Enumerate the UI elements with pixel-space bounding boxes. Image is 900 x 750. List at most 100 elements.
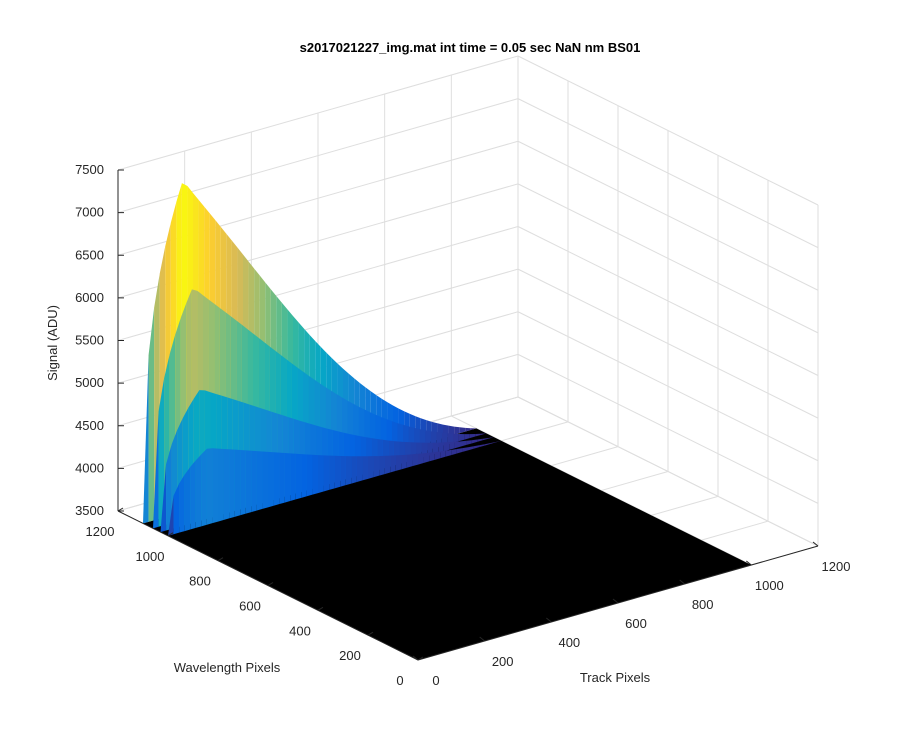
x-axis-label: Track Pixels [580, 670, 651, 685]
y-tick-mark [217, 557, 224, 562]
surface-ridge-segment [475, 433, 481, 437]
surface-ridge-segment [482, 437, 489, 441]
surface-ridge-segment [471, 439, 478, 444]
surface-ridge-segment [454, 441, 461, 449]
surface-ridge-segment [459, 427, 466, 434]
z-tick-label: 4000 [75, 460, 104, 475]
surface-ridge-segment [440, 450, 446, 459]
surface-ridge-segment [401, 454, 407, 470]
surface-ridge-segment [462, 447, 468, 452]
surface-ridge-segment [412, 453, 418, 467]
surface-ridge-segment [179, 474, 185, 533]
surface-ridge-segment [334, 455, 341, 489]
surface-ridge-segment [438, 442, 444, 453]
surface-ridge-segment [201, 448, 207, 527]
x-tick-label: 200 [492, 654, 514, 669]
surface-ridge-segment [495, 440, 502, 443]
surface-ridge-segment [470, 428, 477, 430]
surface-ridge-segment [168, 495, 174, 536]
z-tick-label: 7500 [75, 162, 104, 177]
surface-ridge-segment [445, 449, 452, 457]
surface-ridge-segment [418, 453, 424, 465]
surface-ridge-segment [284, 453, 291, 503]
x-tick-mark [479, 636, 485, 642]
x-tick-mark [412, 655, 419, 661]
y-tick-label: 200 [339, 648, 361, 663]
surface-ridge-segment [454, 426, 460, 435]
grid-line-wall-z2 [517, 396, 819, 547]
surface-ridge-segment [384, 455, 391, 475]
surface-ridge-segment [153, 411, 159, 529]
tick-labels: 0 200 400 600 800 1000 1200 0 200 400 600 800 1000 12… [75, 162, 850, 688]
surface-ridge-segment [279, 452, 285, 505]
surface-ridge-segment [490, 442, 496, 444]
surface-ridge-segment [273, 452, 280, 506]
surface-ridge-segment [447, 433, 453, 445]
surface-ridge-segment [190, 460, 196, 530]
surface-ridge-segment [477, 438, 483, 442]
y-axis-label: Wavelength Pixels [174, 660, 281, 675]
surface-ridge-segment [443, 442, 450, 452]
surface-ridge-segment [356, 456, 363, 482]
z-tick-label: 5500 [75, 333, 104, 348]
grid-line-wall-z2 [517, 183, 819, 334]
surface-ridge-segment [390, 455, 396, 473]
surface-ridge-segment [429, 452, 435, 462]
surface-ridge-segment [251, 450, 257, 513]
x-tick-label: 1000 [755, 578, 784, 593]
y-tick-mark [167, 532, 174, 537]
surface-ridge-segment [423, 452, 430, 463]
surface-ridge-segment [368, 456, 374, 479]
surface-ridge-segment [206, 448, 213, 525]
x-tick-mark [546, 617, 552, 623]
y-tick-label: 600 [239, 599, 261, 614]
surface-ridge-segment [488, 437, 494, 439]
surface-ridge-segment [451, 449, 457, 456]
surface-ridge-segment [340, 455, 346, 487]
surface-ridge-segment [469, 433, 476, 439]
x-tick-label: 800 [692, 597, 714, 612]
grid-line-wall-z1 [117, 55, 519, 171]
axes [117, 169, 819, 661]
surface-ridge-segment [262, 451, 268, 509]
z-tick-label: 7000 [75, 205, 104, 220]
chart-title: s2017021227_img.mat int time = 0.05 sec … [300, 40, 641, 55]
surface-ridge-segment [173, 483, 180, 535]
surface-ridge-segment [184, 467, 191, 532]
y-tick-label: 1200 [86, 524, 115, 539]
x-tick-label: 0 [432, 673, 439, 688]
surface-ridge-segment [143, 355, 149, 524]
surface-ridge-segment [479, 444, 485, 448]
grid-line-wall-z2 [517, 140, 819, 291]
grid-line-wall-z2 [517, 226, 819, 376]
surface-ridge-segment [456, 448, 463, 454]
x-tick-mark [746, 560, 752, 566]
grid-line-wall-z2 [517, 268, 819, 419]
grid-line-wall-z2 [517, 311, 819, 462]
grid-line-wall-z2 [517, 98, 819, 249]
surface-ridge-segment [240, 449, 246, 516]
y-tick-label: 400 [289, 623, 311, 638]
surface-ridge-segment [464, 434, 470, 440]
surface-ridge-segment [432, 442, 439, 455]
surface-ridge-segment [295, 453, 302, 500]
surface-ridge-segment [212, 448, 218, 524]
surface-plot [143, 183, 752, 660]
z-tick-label: 3500 [75, 503, 104, 518]
z-tick-label: 6500 [75, 247, 104, 262]
y-tick-mark [367, 631, 374, 636]
surface-ridge-segment [465, 427, 471, 432]
y-tick-label: 800 [189, 574, 211, 589]
surface-ridge-segment [166, 444, 172, 531]
surface-ridge-segment [229, 449, 235, 519]
y-tick-mark [317, 606, 324, 611]
surface-ridge-segment [318, 455, 324, 494]
z-tick-label: 6000 [75, 290, 104, 305]
surface-ridge-segment [290, 453, 296, 501]
y-tick-label: 1000 [136, 549, 165, 564]
surface-ridge-segment [268, 451, 274, 508]
surface-ridge-segment [480, 433, 487, 435]
surface-ridge-segment [160, 464, 167, 533]
surface-ridge-segment [312, 454, 318, 495]
